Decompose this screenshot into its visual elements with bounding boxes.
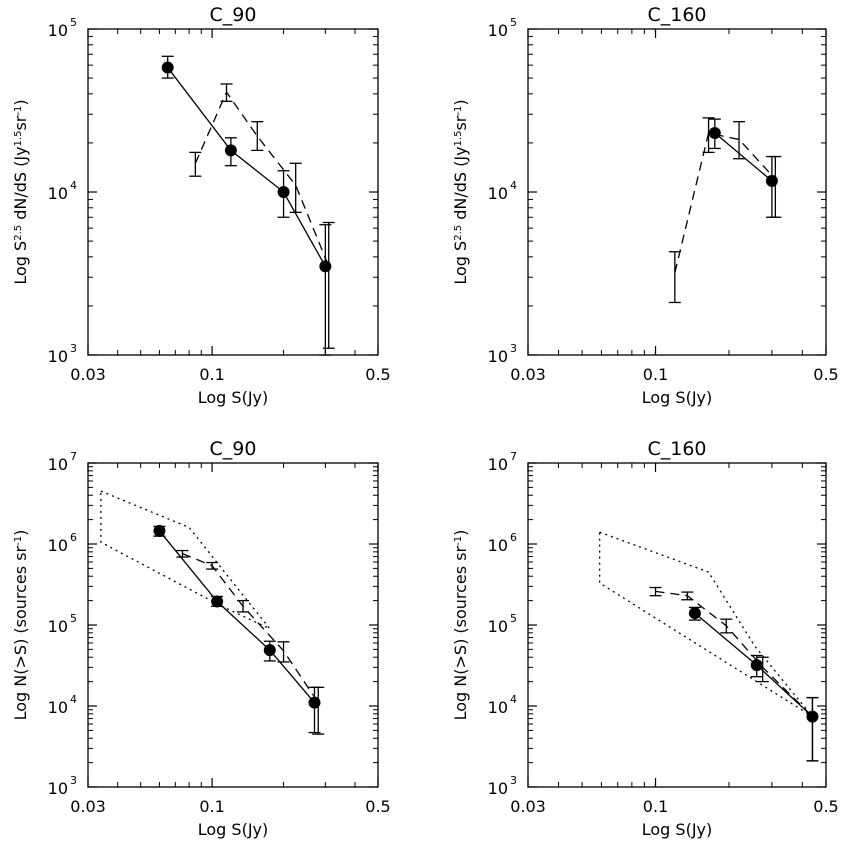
x-axis-label: Log S(Jy) <box>198 820 269 839</box>
data-point <box>211 595 224 608</box>
x-tick-label: 0.1 <box>643 797 668 816</box>
y-tick-label: 10 <box>488 455 508 474</box>
data-point <box>153 524 166 537</box>
y-tick-exponent: 5 <box>510 612 517 625</box>
y-tick-exponent: 5 <box>70 16 77 29</box>
plot-frame <box>527 28 827 356</box>
y-axis-label: Log S2.5 dN/dS (Jy1.5sr-1) <box>451 99 470 284</box>
x-axis-label: Log S(Jy) <box>198 388 269 407</box>
x-tick-label: 0.03 <box>510 797 546 816</box>
y-tick-label: 10 <box>48 21 68 40</box>
series-dashed-line <box>655 590 813 718</box>
series-solid-line <box>167 67 326 267</box>
x-axis-label: Log S(Jy) <box>642 388 713 407</box>
y-tick-exponent: 3 <box>70 342 77 355</box>
chart-title: C_160 <box>647 438 706 460</box>
series-dashed-line <box>674 132 776 273</box>
x-tick-label: 0.1 <box>199 797 224 816</box>
y-tick-label: 10 <box>48 698 68 717</box>
data-point <box>708 127 721 140</box>
y-tick-label: 10 <box>48 617 68 636</box>
panel-dnds-c160: C_160 Log S(Jy) Log S2.5 dN/dS (Jy1.5sr-1)… <box>451 4 839 407</box>
x-tick-label: 0.5 <box>365 365 390 384</box>
y-tick-label: 10 <box>488 21 508 40</box>
series-dotted-line <box>598 531 813 718</box>
y-tick-label: 10 <box>48 347 68 366</box>
y-axis-label: Log N(>S) (sources sr-1) <box>11 530 30 721</box>
y-tick-label: 10 <box>48 184 68 203</box>
x-tick-label: 0.5 <box>813 797 838 816</box>
x-tick-label: 0.1 <box>643 365 668 384</box>
x-tick-label: 0.5 <box>813 365 838 384</box>
data-point <box>161 61 174 74</box>
data-point <box>277 186 290 198</box>
panel-counts-c90: C_90 Log S(Jy) Log N(>S) (sources sr-1) 0.0… <box>11 438 391 839</box>
panel-counts-c160: C_160 Log S(Jy) Log N(>S) (sources sr-1) 0.… <box>451 438 839 839</box>
y-tick-label: 10 <box>488 184 508 203</box>
y-axis-label: Log S2.5 dN/dS (Jy1.5sr-1) <box>11 99 30 284</box>
y-tick-exponent: 6 <box>510 531 517 544</box>
y-tick-label: 10 <box>48 455 68 474</box>
data-point <box>224 144 237 157</box>
chart-title: C_90 <box>210 438 257 460</box>
chart-title: C_90 <box>210 4 257 26</box>
data-point <box>765 174 778 187</box>
y-tick-label: 10 <box>488 698 508 717</box>
y-tick-exponent: 6 <box>70 531 77 544</box>
data-point <box>750 659 763 672</box>
y-tick-exponent: 7 <box>70 450 77 463</box>
plot-frame <box>87 462 379 788</box>
x-axis-label: Log S(Jy) <box>642 820 713 839</box>
data-point <box>319 260 332 273</box>
x-tick-label: 0.1 <box>199 365 224 384</box>
data-point <box>308 696 321 709</box>
y-tick-exponent: 4 <box>510 179 517 192</box>
series-solid-line <box>158 530 315 704</box>
series-dashed-line <box>182 553 319 704</box>
series-dotted-line <box>100 490 271 630</box>
y-tick-label: 10 <box>488 536 508 555</box>
y-tick-label: 10 <box>488 617 508 636</box>
data-point <box>263 644 276 657</box>
plot-frame <box>87 28 379 356</box>
chart-title: C_160 <box>647 4 706 26</box>
y-tick-label: 10 <box>48 779 68 798</box>
y-tick-exponent: 3 <box>70 774 77 787</box>
y-tick-exponent: 7 <box>510 450 517 463</box>
y-tick-exponent: 4 <box>70 693 77 706</box>
y-tick-exponent: 4 <box>510 693 517 706</box>
series-dashed-line <box>194 90 330 267</box>
y-tick-label: 10 <box>48 536 68 555</box>
data-point <box>688 607 701 620</box>
x-tick-label: 0.03 <box>510 365 546 384</box>
y-tick-exponent: 4 <box>70 179 77 192</box>
y-axis-label: Log N(>S) (sources sr-1) <box>451 530 470 721</box>
panel-dnds-c90: C_90 Log S(Jy) Log S2.5 dN/dS (Jy1.5sr-1) 0… <box>11 4 391 407</box>
x-tick-label: 0.03 <box>70 797 106 816</box>
y-tick-exponent: 5 <box>510 16 517 29</box>
y-tick-exponent: 3 <box>510 342 517 355</box>
y-tick-exponent: 5 <box>70 612 77 625</box>
y-tick-exponent: 3 <box>510 774 517 787</box>
x-tick-label: 0.5 <box>365 797 390 816</box>
plot-frame <box>527 462 827 788</box>
y-tick-label: 10 <box>488 347 508 366</box>
series-solid-line <box>714 132 773 182</box>
x-tick-label: 0.03 <box>70 365 106 384</box>
y-tick-label: 10 <box>488 779 508 798</box>
